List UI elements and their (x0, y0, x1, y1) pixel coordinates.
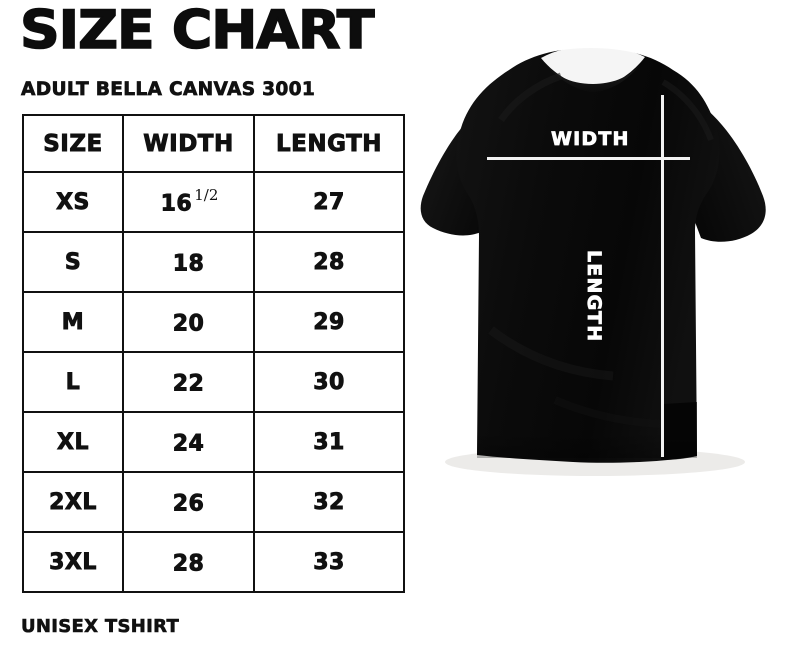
column-header-size: SIZE (22, 114, 124, 173)
table-row: XL 24 31 (22, 411, 405, 473)
cell-size: 2XL (22, 471, 124, 533)
cell-size: S (22, 231, 124, 293)
fold-shoulder-right (661, 79, 714, 142)
cell-size: XL (22, 411, 124, 473)
cell-size: M (22, 291, 124, 353)
cell-width: 28 (122, 531, 255, 593)
collar-gap (541, 46, 645, 88)
shirt-body (456, 48, 720, 463)
garment-type-caption: UNISEX TSHIRT (21, 616, 180, 638)
fold-body-drape (488, 326, 614, 381)
hem-gradient (477, 432, 697, 458)
cell-length: 30 (253, 351, 405, 413)
column-header-length: LENGTH (253, 114, 405, 173)
cell-length: 32 (253, 471, 405, 533)
cell-width-value: 18 (172, 251, 205, 277)
cell-width-value: 24 (172, 431, 205, 457)
table-row: 2XL 26 32 (22, 471, 405, 533)
cell-size: 3XL (22, 531, 124, 593)
table-row: 3XL 28 33 (22, 531, 405, 593)
cell-size: L (22, 351, 124, 413)
length-measure-line (661, 95, 664, 457)
cell-width-value: 28 (172, 551, 205, 577)
cell-width: 26 (122, 471, 255, 533)
table-row: XS 16 1/2 27 (22, 171, 405, 233)
size-chart-table: SIZE WIDTH LENGTH XS 16 1/2 27 S 18 28 M … (22, 114, 405, 593)
table-row: M 20 29 (22, 291, 405, 353)
cell-length: 33 (253, 531, 405, 593)
table-row: S 18 28 (22, 231, 405, 293)
column-header-width: WIDTH (122, 114, 255, 173)
cell-size: XS (22, 171, 124, 233)
cell-width-fraction: 1/2 (194, 185, 219, 204)
product-subtitle: ADULT BELLA CANVAS 3001 (21, 78, 316, 101)
cell-width: 18 (122, 231, 255, 293)
length-measure-label: LENGTH (583, 250, 606, 343)
cell-width-value: 16 (160, 191, 193, 217)
cell-length: 31 (253, 411, 405, 473)
width-measure-label: WIDTH (551, 128, 630, 151)
cell-width: 24 (122, 411, 255, 473)
cell-width: 16 1/2 (122, 171, 255, 233)
cell-width-value: 22 (172, 371, 205, 397)
tshirt-illustration: WIDTH LENGTH (405, 0, 800, 649)
cell-length: 29 (253, 291, 405, 353)
table-row: L 22 30 (22, 351, 405, 413)
cell-width: 20 (122, 291, 255, 353)
cell-length: 28 (253, 231, 405, 293)
cell-width-value: 26 (172, 491, 205, 517)
collar-ribbing (544, 62, 642, 92)
fold-shoulder-left (498, 72, 563, 123)
tshirt-icon (420, 46, 766, 476)
width-measure-line (487, 157, 690, 160)
cell-length: 27 (253, 171, 405, 233)
cell-width: 22 (122, 351, 255, 413)
page-title: SIZE CHART (19, 0, 375, 61)
table-header-row: SIZE WIDTH LENGTH (22, 114, 405, 173)
cell-width-value: 20 (172, 311, 205, 337)
